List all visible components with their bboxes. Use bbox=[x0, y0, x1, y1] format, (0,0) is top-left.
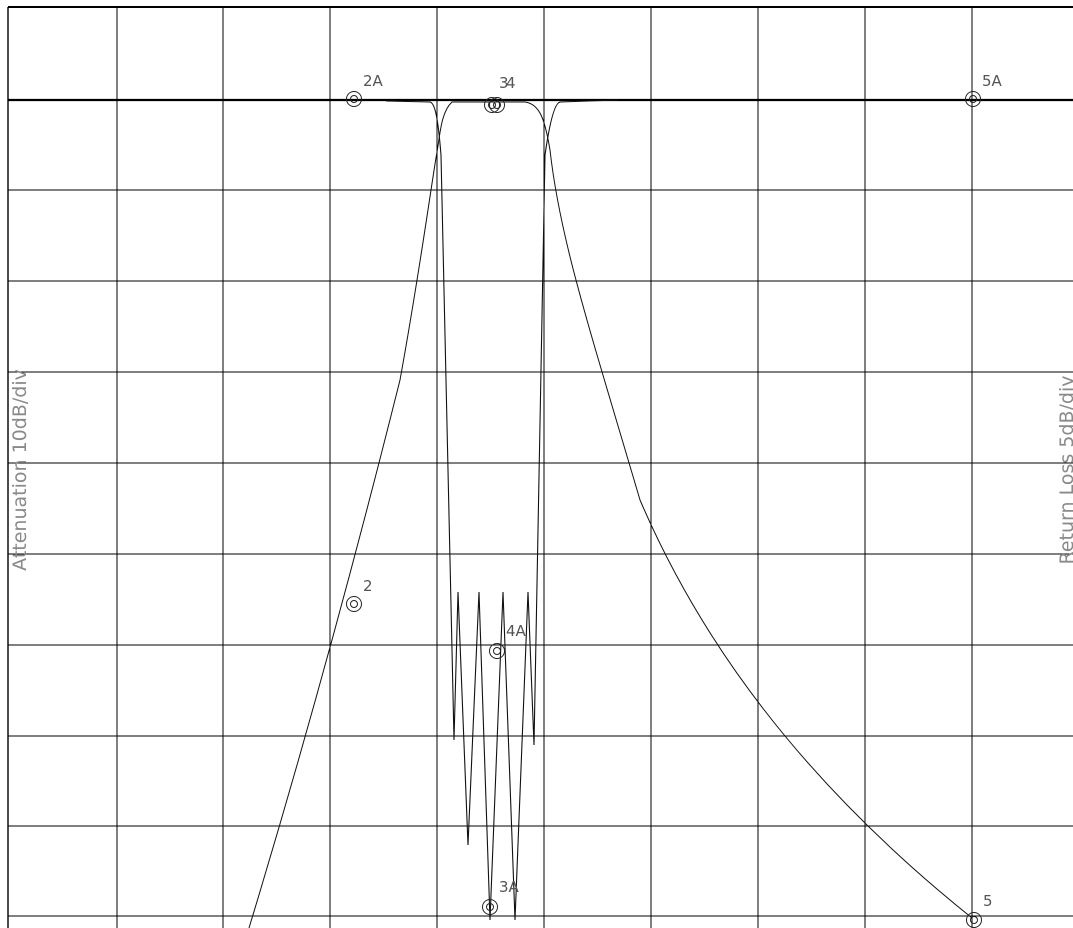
y-axis-left-label: Attenuation 10dB/div bbox=[9, 369, 31, 571]
marker-3a-outer bbox=[482, 899, 498, 915]
marker-2-outer bbox=[346, 596, 362, 612]
marker-3a-label: 3A bbox=[499, 878, 520, 896]
marker-5-label: 5 bbox=[983, 892, 993, 910]
marker-4-label: 4 bbox=[506, 74, 516, 92]
marker-2a-inner bbox=[350, 95, 358, 103]
series-return-loss-line bbox=[385, 99, 619, 921]
marker-4-inner bbox=[493, 101, 501, 109]
marker-2a-outer bbox=[346, 91, 362, 107]
marker-5-inner bbox=[970, 916, 978, 924]
markers: 2A 34 5A 2 4A 3A 5 bbox=[346, 72, 1003, 928]
marker-4a-outer bbox=[489, 643, 505, 659]
series-attenuation-line bbox=[248, 101, 973, 928]
marker-2-inner bbox=[350, 600, 358, 608]
marker-3-inner bbox=[488, 101, 496, 109]
curves bbox=[248, 99, 973, 928]
marker-4a-label: 4A bbox=[506, 622, 527, 640]
marker-5a-inner bbox=[969, 95, 977, 103]
marker-4a-inner bbox=[493, 647, 501, 655]
marker-3-label: 3 bbox=[499, 74, 509, 92]
marker-2-label: 2 bbox=[363, 577, 373, 595]
marker-5a-label: 5A bbox=[982, 72, 1003, 90]
marker-4-outer bbox=[489, 97, 505, 113]
marker-3-outer bbox=[484, 97, 500, 113]
marker-5a-outer bbox=[965, 91, 981, 107]
marker-2a-label: 2A bbox=[363, 72, 384, 90]
marker-3a-inner bbox=[486, 903, 494, 911]
y-axis-right-label: Return Loss 5dB/div bbox=[1056, 376, 1073, 565]
